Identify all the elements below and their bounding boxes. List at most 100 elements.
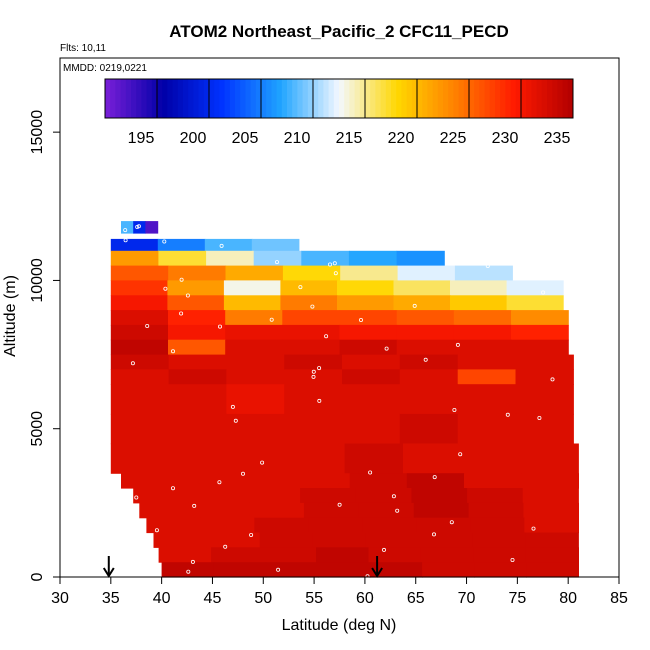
colorbar-segment bbox=[183, 79, 189, 118]
x-tick-label: 50 bbox=[254, 590, 272, 607]
heatmap-cell bbox=[399, 369, 459, 385]
sample-point bbox=[423, 357, 428, 362]
marker-arrow-head bbox=[102, 567, 115, 578]
heatmap-cell bbox=[422, 562, 475, 578]
heatmap-cell bbox=[349, 473, 408, 489]
colorbar-segment bbox=[266, 79, 272, 118]
heatmap-cell bbox=[282, 324, 341, 341]
heatmap-cell bbox=[406, 473, 465, 489]
heatmap-cell bbox=[188, 488, 245, 504]
y-tick-label: 0 bbox=[29, 572, 46, 581]
heatmap-cell bbox=[213, 562, 267, 578]
heatmap-cell bbox=[342, 354, 401, 370]
marker-arrow-head bbox=[371, 567, 383, 578]
heatmap-cell bbox=[399, 384, 459, 415]
heatmap-cell bbox=[110, 265, 169, 281]
colorbar-segment bbox=[505, 79, 512, 118]
colorbar-segment bbox=[198, 79, 205, 118]
sample-point bbox=[485, 263, 490, 268]
heatmap-cell bbox=[396, 250, 445, 267]
x-tick-label: 40 bbox=[153, 590, 171, 607]
colorbar-segment bbox=[105, 79, 111, 118]
colorbar-segment bbox=[250, 79, 257, 118]
heatmap-cell bbox=[342, 384, 401, 415]
colorbar-segment bbox=[510, 79, 517, 118]
heatmap-cell bbox=[358, 502, 415, 519]
x-tick-label: 80 bbox=[559, 590, 577, 607]
colorbar-segment bbox=[125, 79, 132, 118]
colorbar-segment bbox=[469, 79, 475, 118]
heatmap-cell bbox=[342, 413, 401, 445]
sample-point bbox=[333, 271, 338, 276]
colorbar-segment bbox=[172, 79, 179, 118]
heatmap-cell bbox=[167, 280, 225, 296]
heatmap-cell bbox=[511, 310, 569, 326]
heatmap-cell bbox=[168, 413, 227, 445]
heatmap-cell bbox=[420, 547, 474, 563]
heatmap-cell bbox=[121, 473, 179, 489]
sample-point bbox=[381, 547, 386, 552]
heatmap-cell bbox=[168, 369, 227, 385]
sample-point bbox=[432, 475, 437, 480]
heatmap-cell bbox=[158, 547, 212, 563]
heatmap bbox=[110, 221, 579, 578]
heatmap-cell bbox=[286, 443, 346, 474]
heatmap-cell bbox=[525, 532, 579, 548]
colorbar-segment bbox=[500, 79, 506, 118]
colorbar-segment bbox=[552, 79, 558, 118]
colorbar-segment bbox=[526, 79, 532, 118]
x-tick-label: 45 bbox=[204, 590, 222, 607]
colorbar-segment bbox=[458, 79, 465, 118]
heatmap-cell bbox=[396, 310, 455, 326]
y-axis: 0 5000 10000 15000 bbox=[29, 110, 60, 581]
colorbar-segment bbox=[136, 79, 142, 118]
heatmap-cell bbox=[249, 502, 305, 519]
colorbar-segment bbox=[281, 79, 288, 118]
heatmap-cell bbox=[158, 250, 207, 267]
sample-point bbox=[317, 398, 322, 403]
sample-point bbox=[458, 452, 463, 457]
colorbar-segment bbox=[531, 79, 538, 118]
sample-point bbox=[233, 418, 238, 423]
heatmap-cell bbox=[235, 473, 294, 489]
flights-label: Flts: 10,11 bbox=[60, 43, 106, 54]
heatmap-cell bbox=[461, 443, 521, 474]
heatmap-cell bbox=[524, 517, 579, 534]
heatmap-cell bbox=[110, 238, 159, 252]
colorbar-segment bbox=[307, 79, 314, 118]
sample-point bbox=[217, 480, 222, 485]
colorbar-segment bbox=[292, 79, 298, 118]
colorbar-segment bbox=[515, 79, 522, 118]
heatmap-cell bbox=[139, 502, 195, 519]
heatmap-cell bbox=[396, 324, 455, 341]
heatmap-cell bbox=[223, 280, 281, 296]
heatmap-cell bbox=[194, 502, 250, 519]
x-axis-label: Latitude (deg N) bbox=[282, 617, 397, 634]
heatmap-cell bbox=[110, 250, 159, 267]
colorbar-segment bbox=[370, 79, 376, 118]
heatmap-cell bbox=[403, 443, 462, 474]
colorbar-segment bbox=[219, 79, 226, 118]
colorbar-segment bbox=[131, 79, 137, 118]
sample-point bbox=[240, 471, 245, 476]
heatmap-cell bbox=[515, 354, 574, 370]
heatmap-cell bbox=[223, 295, 281, 311]
colorbar-segment bbox=[354, 79, 361, 118]
colorbar-segment bbox=[229, 79, 236, 118]
heatmap-cell bbox=[282, 310, 341, 326]
heatmap-cell bbox=[453, 339, 512, 356]
sample-point bbox=[311, 374, 316, 379]
colorbar-segment bbox=[365, 79, 371, 118]
colorbar-segment bbox=[245, 79, 252, 118]
heatmap-cell bbox=[521, 473, 579, 489]
heatmap-cell bbox=[226, 384, 285, 415]
sample-point bbox=[317, 366, 322, 371]
colorbar-segment bbox=[422, 79, 428, 118]
heatmap-cell bbox=[168, 354, 227, 370]
heatmap-cell bbox=[110, 384, 170, 415]
heatmap-cell bbox=[265, 562, 319, 578]
heatmap-cell bbox=[411, 488, 468, 504]
colorbar-segment bbox=[302, 79, 309, 118]
colorbar-segment bbox=[401, 79, 408, 118]
